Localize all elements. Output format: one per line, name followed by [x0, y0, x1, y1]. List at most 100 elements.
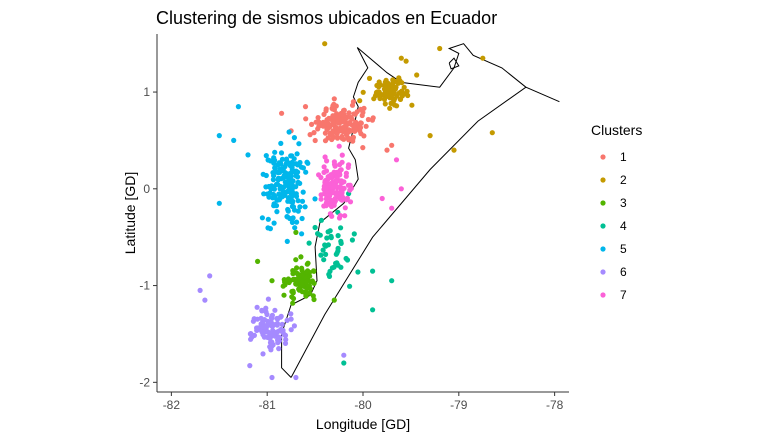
- data-point: [290, 215, 296, 221]
- legend-key: [600, 154, 606, 160]
- data-point: [360, 109, 366, 116]
- data-point: [324, 158, 330, 164]
- x-tick-label: -82: [163, 398, 181, 412]
- legend-item-5: 5: [600, 242, 627, 256]
- data-point: [277, 166, 283, 172]
- y-tick-label: 0: [143, 182, 150, 196]
- data-point: [303, 279, 309, 286]
- data-point: [279, 156, 285, 162]
- data-point: [358, 131, 364, 137]
- legend-item-2: 2: [600, 173, 627, 187]
- data-point: [350, 99, 356, 105]
- data-point: [328, 173, 334, 179]
- data-point: [298, 254, 304, 260]
- data-point: [341, 117, 347, 123]
- data-point: [263, 309, 269, 315]
- data-point: [343, 173, 349, 179]
- data-point: [324, 117, 330, 123]
- x-tick-label: -81: [259, 398, 277, 412]
- data-point: [271, 322, 277, 328]
- data-point: [338, 167, 344, 173]
- data-point: [261, 191, 267, 197]
- data-point: [336, 143, 342, 149]
- y-axis-title: Latitude [GD]: [122, 172, 138, 255]
- data-point: [287, 171, 293, 177]
- data-point: [333, 125, 339, 132]
- data-point: [335, 113, 341, 119]
- data-point: [325, 229, 331, 235]
- data-point: [235, 104, 241, 110]
- data-point: [387, 105, 393, 111]
- data-point: [347, 120, 353, 126]
- data-point: [290, 300, 296, 306]
- data-point: [281, 292, 287, 298]
- data-point: [296, 141, 302, 147]
- data-point: [207, 273, 213, 279]
- data-point: [347, 182, 353, 188]
- data-point: [322, 154, 328, 160]
- data-point: [297, 204, 303, 210]
- data-point: [293, 168, 299, 174]
- data-point: [277, 334, 283, 340]
- data-point: [318, 192, 324, 198]
- data-point: [297, 159, 303, 166]
- data-point: [358, 120, 364, 126]
- data-point: [345, 164, 351, 170]
- data-point: [345, 135, 351, 141]
- data-point: [397, 96, 403, 102]
- data-point: [330, 120, 336, 126]
- legend-item-6: 6: [600, 265, 627, 279]
- data-point: [323, 243, 329, 249]
- data-point: [255, 258, 261, 264]
- data-point: [351, 111, 357, 117]
- data-point: [451, 147, 457, 153]
- data-point: [254, 304, 260, 310]
- data-point: [315, 115, 321, 121]
- data-point: [382, 101, 388, 107]
- data-point: [338, 225, 344, 231]
- data-point: [398, 55, 404, 61]
- data-point: [247, 363, 253, 369]
- data-point: [390, 79, 396, 86]
- data-point: [311, 280, 317, 286]
- data-point: [265, 216, 271, 222]
- data-point: [361, 105, 367, 111]
- data-point: [318, 252, 324, 258]
- series-6: [197, 273, 347, 381]
- data-point: [376, 79, 382, 85]
- data-point: [335, 262, 341, 268]
- data-point: [281, 175, 287, 181]
- data-point: [326, 273, 333, 279]
- data-point: [269, 278, 275, 284]
- legend-key: [600, 177, 606, 183]
- data-point: [323, 179, 330, 186]
- data-point: [282, 179, 288, 185]
- data-point: [318, 174, 324, 181]
- data-point: [294, 151, 300, 157]
- data-point: [263, 184, 269, 190]
- data-point: [265, 225, 271, 231]
- data-point: [288, 311, 294, 317]
- series-7: [316, 143, 404, 221]
- data-point: [315, 126, 321, 132]
- data-point: [269, 330, 275, 336]
- data-point: [309, 121, 315, 127]
- data-point: [293, 374, 299, 381]
- data-point: [331, 96, 337, 102]
- data-point: [289, 219, 295, 225]
- legend-title: Clusters: [591, 122, 642, 138]
- data-point: [284, 214, 291, 220]
- data-point: [303, 293, 309, 299]
- chart-title: Clustering de sismos ubicados en Ecuador: [156, 8, 497, 28]
- data-point: [299, 268, 305, 274]
- data-point: [360, 89, 366, 95]
- country-outline: [281, 43, 560, 378]
- data-point: [302, 104, 309, 110]
- data-point: [355, 269, 361, 275]
- data-point: [290, 199, 296, 205]
- x-tick-label: -78: [546, 398, 564, 412]
- data-point: [339, 152, 345, 158]
- legend-items: 1 2 3 4 5 6 7: [600, 150, 627, 302]
- data-point: [389, 278, 395, 284]
- data-point: [197, 287, 203, 293]
